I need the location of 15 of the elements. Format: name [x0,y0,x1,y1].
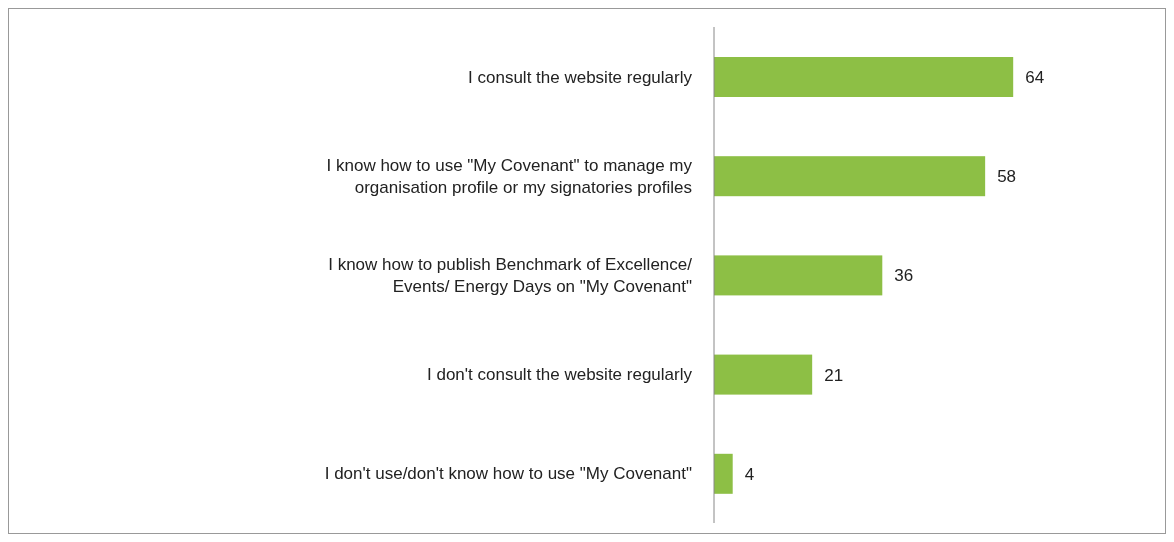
y-tick-label: I don't consult the website regularly [426,364,693,384]
data-label: 21 [824,365,844,385]
bar [714,255,883,296]
y-tick-label: I know how to publish Benchmark of Excellence/ Events/ Energy Days on "My Covenant" [328,254,693,296]
y-tick-label: I don't use/don't know how to use "My Covenant" [324,463,692,483]
data-label: 4 [744,464,755,484]
y-tick-label: I know how to use "My Covenant" to manage my organisation profile or my signatories profiles [326,155,693,197]
bar [714,354,813,395]
bar [714,57,1014,97]
y-tick-label: I consult the website regularly [468,67,693,87]
data-label: 36 [894,266,914,286]
bar [714,156,986,197]
data-label: 58 [997,167,1017,187]
bar [714,453,733,494]
data-label: 64 [1025,68,1045,88]
